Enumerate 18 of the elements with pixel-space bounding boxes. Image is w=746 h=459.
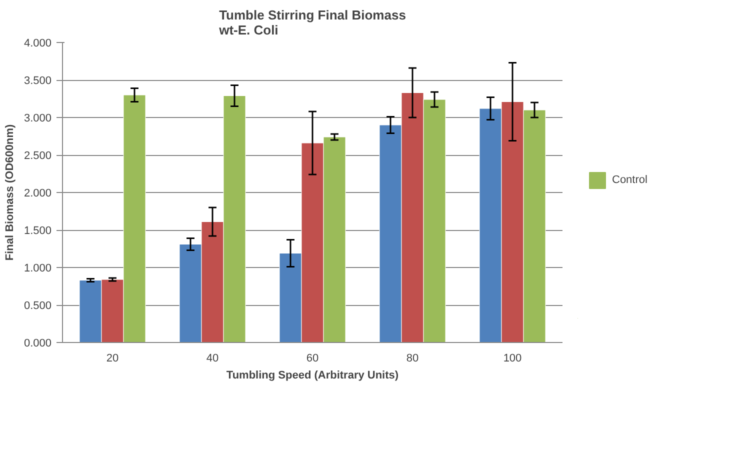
x-tick-label: 100: [503, 352, 522, 364]
y-tick-label: 3.000: [24, 112, 52, 124]
x-tick-label: 20: [106, 352, 119, 364]
y-tick-label: 0.500: [24, 300, 52, 312]
x-tick-label: 80: [406, 352, 419, 364]
y-tick-label: 0.000: [24, 338, 52, 350]
y-tick-label: 1.000: [24, 262, 52, 274]
chart-title: Tumble Stirring Final Biomass wt-E. Coli: [218, 8, 406, 38]
x-tick-label: 40: [206, 352, 219, 364]
x-tick-label: 60: [306, 352, 319, 364]
legend-label: Control: [612, 174, 648, 186]
y-axis-title: Final Biomass (OD600nm): [4, 124, 16, 261]
y-tick-label: 3.500: [24, 75, 52, 87]
y-tick-label: 4.000: [24, 38, 52, 50]
y-tick-label: 1.500: [24, 225, 52, 237]
y-tick-label: 2.500: [24, 150, 52, 162]
x-axis-title: Tumbling Speed (Arbitrary Units): [226, 370, 399, 382]
y-tick-label: 2.000: [24, 188, 52, 200]
